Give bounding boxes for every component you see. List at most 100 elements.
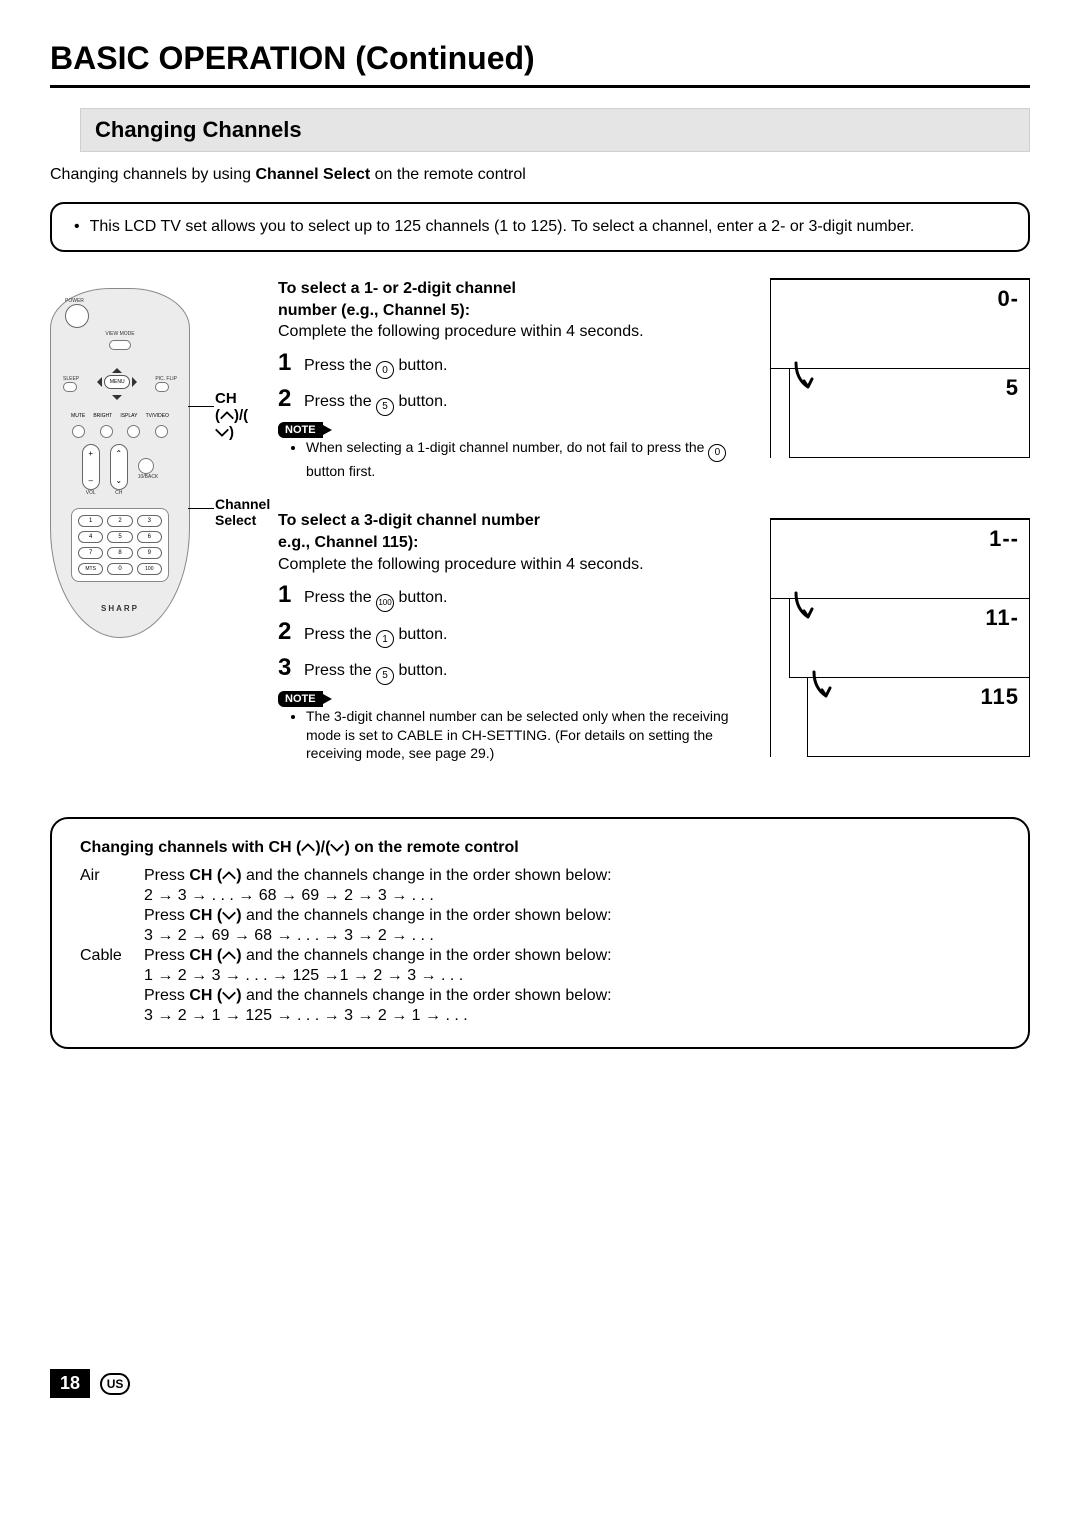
chev-up-icon — [222, 950, 236, 960]
bottom-title: Changing channels with CH ( )/( ) on the r… — [80, 839, 1000, 857]
info-text: This LCD TV set allows you to select up … — [90, 218, 915, 236]
air-row: Air Press CH () and the channels change … — [80, 867, 1000, 885]
t: button first. — [306, 463, 375, 479]
air-up-seq: 2 → 3 → . . . → 68 → 69 → 2 → 3 → . . . — [80, 887, 1000, 905]
chev-up-icon — [220, 410, 234, 420]
t: button. — [394, 357, 447, 374]
callout-ch: CH ()/() — [215, 390, 260, 441]
step-b3: 3 Press the 5 button. — [278, 654, 752, 685]
tv-val-a2: 5 — [1006, 375, 1019, 401]
tv-stack-a: 0- 5 — [770, 278, 1030, 458]
back-label: 10/BACK — [138, 475, 159, 480]
t: Press the — [304, 626, 376, 643]
chev-down-icon — [215, 427, 229, 437]
button-1-icon: 1 — [376, 630, 394, 648]
t: Press the — [304, 357, 376, 374]
remote-column: POWER VIEW MODE SLEEP MENU PIC. FLIP MUT… — [50, 278, 260, 787]
t: Changing channels with CH ( — [80, 839, 301, 856]
tvvideo-btn-icon — [155, 425, 168, 438]
keypad-icon: 123 456 789 MTS0100 — [71, 508, 169, 582]
cable-row: Cable Press CH () and the channels chang… — [80, 947, 1000, 965]
tv-val-a1: 0- — [997, 286, 1019, 312]
t: and the channels change in the order sho… — [242, 947, 612, 964]
note-b-text: The 3-digit channel number can be select… — [306, 707, 752, 764]
cable-row2: Press CH () and the channels change in t… — [80, 987, 1000, 1005]
t: ) on the remote control — [344, 839, 518, 856]
callout-select: Channel Select — [215, 496, 270, 528]
instr-b-h2: e.g., Channel 115): — [278, 532, 752, 554]
t: button. — [394, 662, 447, 679]
isplay-label: ISPLAY — [120, 413, 137, 419]
menu-cluster-icon: MENU — [94, 361, 140, 407]
sleep-label: SLEEP — [63, 377, 79, 382]
t: Press — [144, 947, 189, 964]
t: Press — [144, 867, 189, 884]
t: and the channels change in the order sho… — [242, 987, 612, 1004]
t: CH ( — [189, 947, 222, 964]
lead-pre: Changing channels by using — [50, 166, 255, 183]
t: and the channels change in the order sho… — [242, 907, 612, 924]
instr-a-h2: number (e.g., Channel 5): — [278, 300, 752, 322]
instr-b-body: Complete the following procedure within … — [278, 554, 752, 576]
vol-label: VOL — [82, 491, 100, 496]
button-0-icon: 0 — [708, 444, 726, 462]
t: Press — [144, 907, 189, 924]
tvvideo-label: TV/VIDEO — [146, 413, 169, 419]
arrow-down-icon — [808, 670, 844, 706]
t: button. — [394, 589, 447, 606]
step-num: 2 — [278, 618, 296, 646]
note-b-list: The 3-digit channel number can be select… — [278, 707, 752, 764]
chev-down-icon — [222, 910, 236, 920]
callout-sel-l2: Select — [215, 512, 270, 528]
power-label: POWER — [65, 299, 179, 304]
step-num: 3 — [278, 654, 296, 682]
t: button. — [394, 393, 447, 410]
region-badge: US — [100, 1373, 130, 1395]
instruction-column: To select a 1- or 2-digit channel number… — [278, 278, 752, 787]
picflip-label: PIC. FLIP — [155, 377, 177, 382]
callout-line-icon — [188, 406, 214, 407]
cable-label: Cable — [80, 947, 130, 965]
arrow-down-icon — [790, 591, 826, 627]
air-dn-seq: 3 → 2 → 69 → 68 → . . . → 3 → 2 → . . . — [80, 927, 1000, 945]
tv-box: 11- — [789, 598, 1029, 678]
lead-post: on the remote control — [370, 166, 526, 183]
note-b-head: NOTE — [278, 691, 752, 707]
t: Press the — [304, 589, 376, 606]
t: CH ( — [189, 867, 222, 884]
t: Press the — [304, 662, 376, 679]
mute-btn-icon — [72, 425, 85, 438]
t: When selecting a 1-digit channel number,… — [306, 439, 708, 455]
picflip-btn-icon — [155, 382, 169, 392]
power-button-icon — [65, 304, 89, 328]
bottom-box: Changing channels with CH ( )/( ) on the r… — [50, 817, 1030, 1049]
brand-label: SHARP — [61, 604, 179, 613]
info-box: • This LCD TV set allows you to select u… — [50, 202, 1030, 252]
callout-ch-l1: CH — [215, 390, 260, 407]
note-arrow-icon — [323, 694, 332, 704]
callout-line2-icon — [188, 508, 214, 509]
t: CH ( — [189, 907, 222, 924]
tv-box: 115 — [807, 677, 1029, 757]
arrow-down-icon — [790, 361, 826, 397]
tv-val-b3: 115 — [981, 684, 1020, 710]
note-a-head: NOTE — [278, 422, 752, 438]
display-btn-icon — [127, 425, 140, 438]
instr-block-a: To select a 1- or 2-digit channel number… — [278, 278, 752, 480]
page-title: BASIC OPERATION (Continued) — [50, 40, 1030, 88]
step-b1: 1 Press the 100 button. — [278, 581, 752, 612]
t: and the channels change in the order sho… — [242, 867, 612, 884]
page-number: 18 — [50, 1369, 90, 1398]
button-100-icon: 100 — [376, 594, 394, 612]
section-heading: Changing Channels — [80, 108, 1030, 152]
ch-label: CH — [110, 491, 128, 496]
chev-down-icon — [222, 990, 236, 1000]
vol-rocker-icon: +– — [82, 444, 100, 490]
bright-label: BRIGHT — [93, 413, 112, 419]
tv-box: 5 — [789, 368, 1029, 458]
mute-label: MUTE — [71, 413, 85, 419]
chev-up-icon — [222, 870, 236, 880]
t: )/( — [315, 839, 330, 856]
remote-illustration: POWER VIEW MODE SLEEP MENU PIC. FLIP MUT… — [50, 288, 190, 638]
bright-btn-icon — [100, 425, 113, 438]
